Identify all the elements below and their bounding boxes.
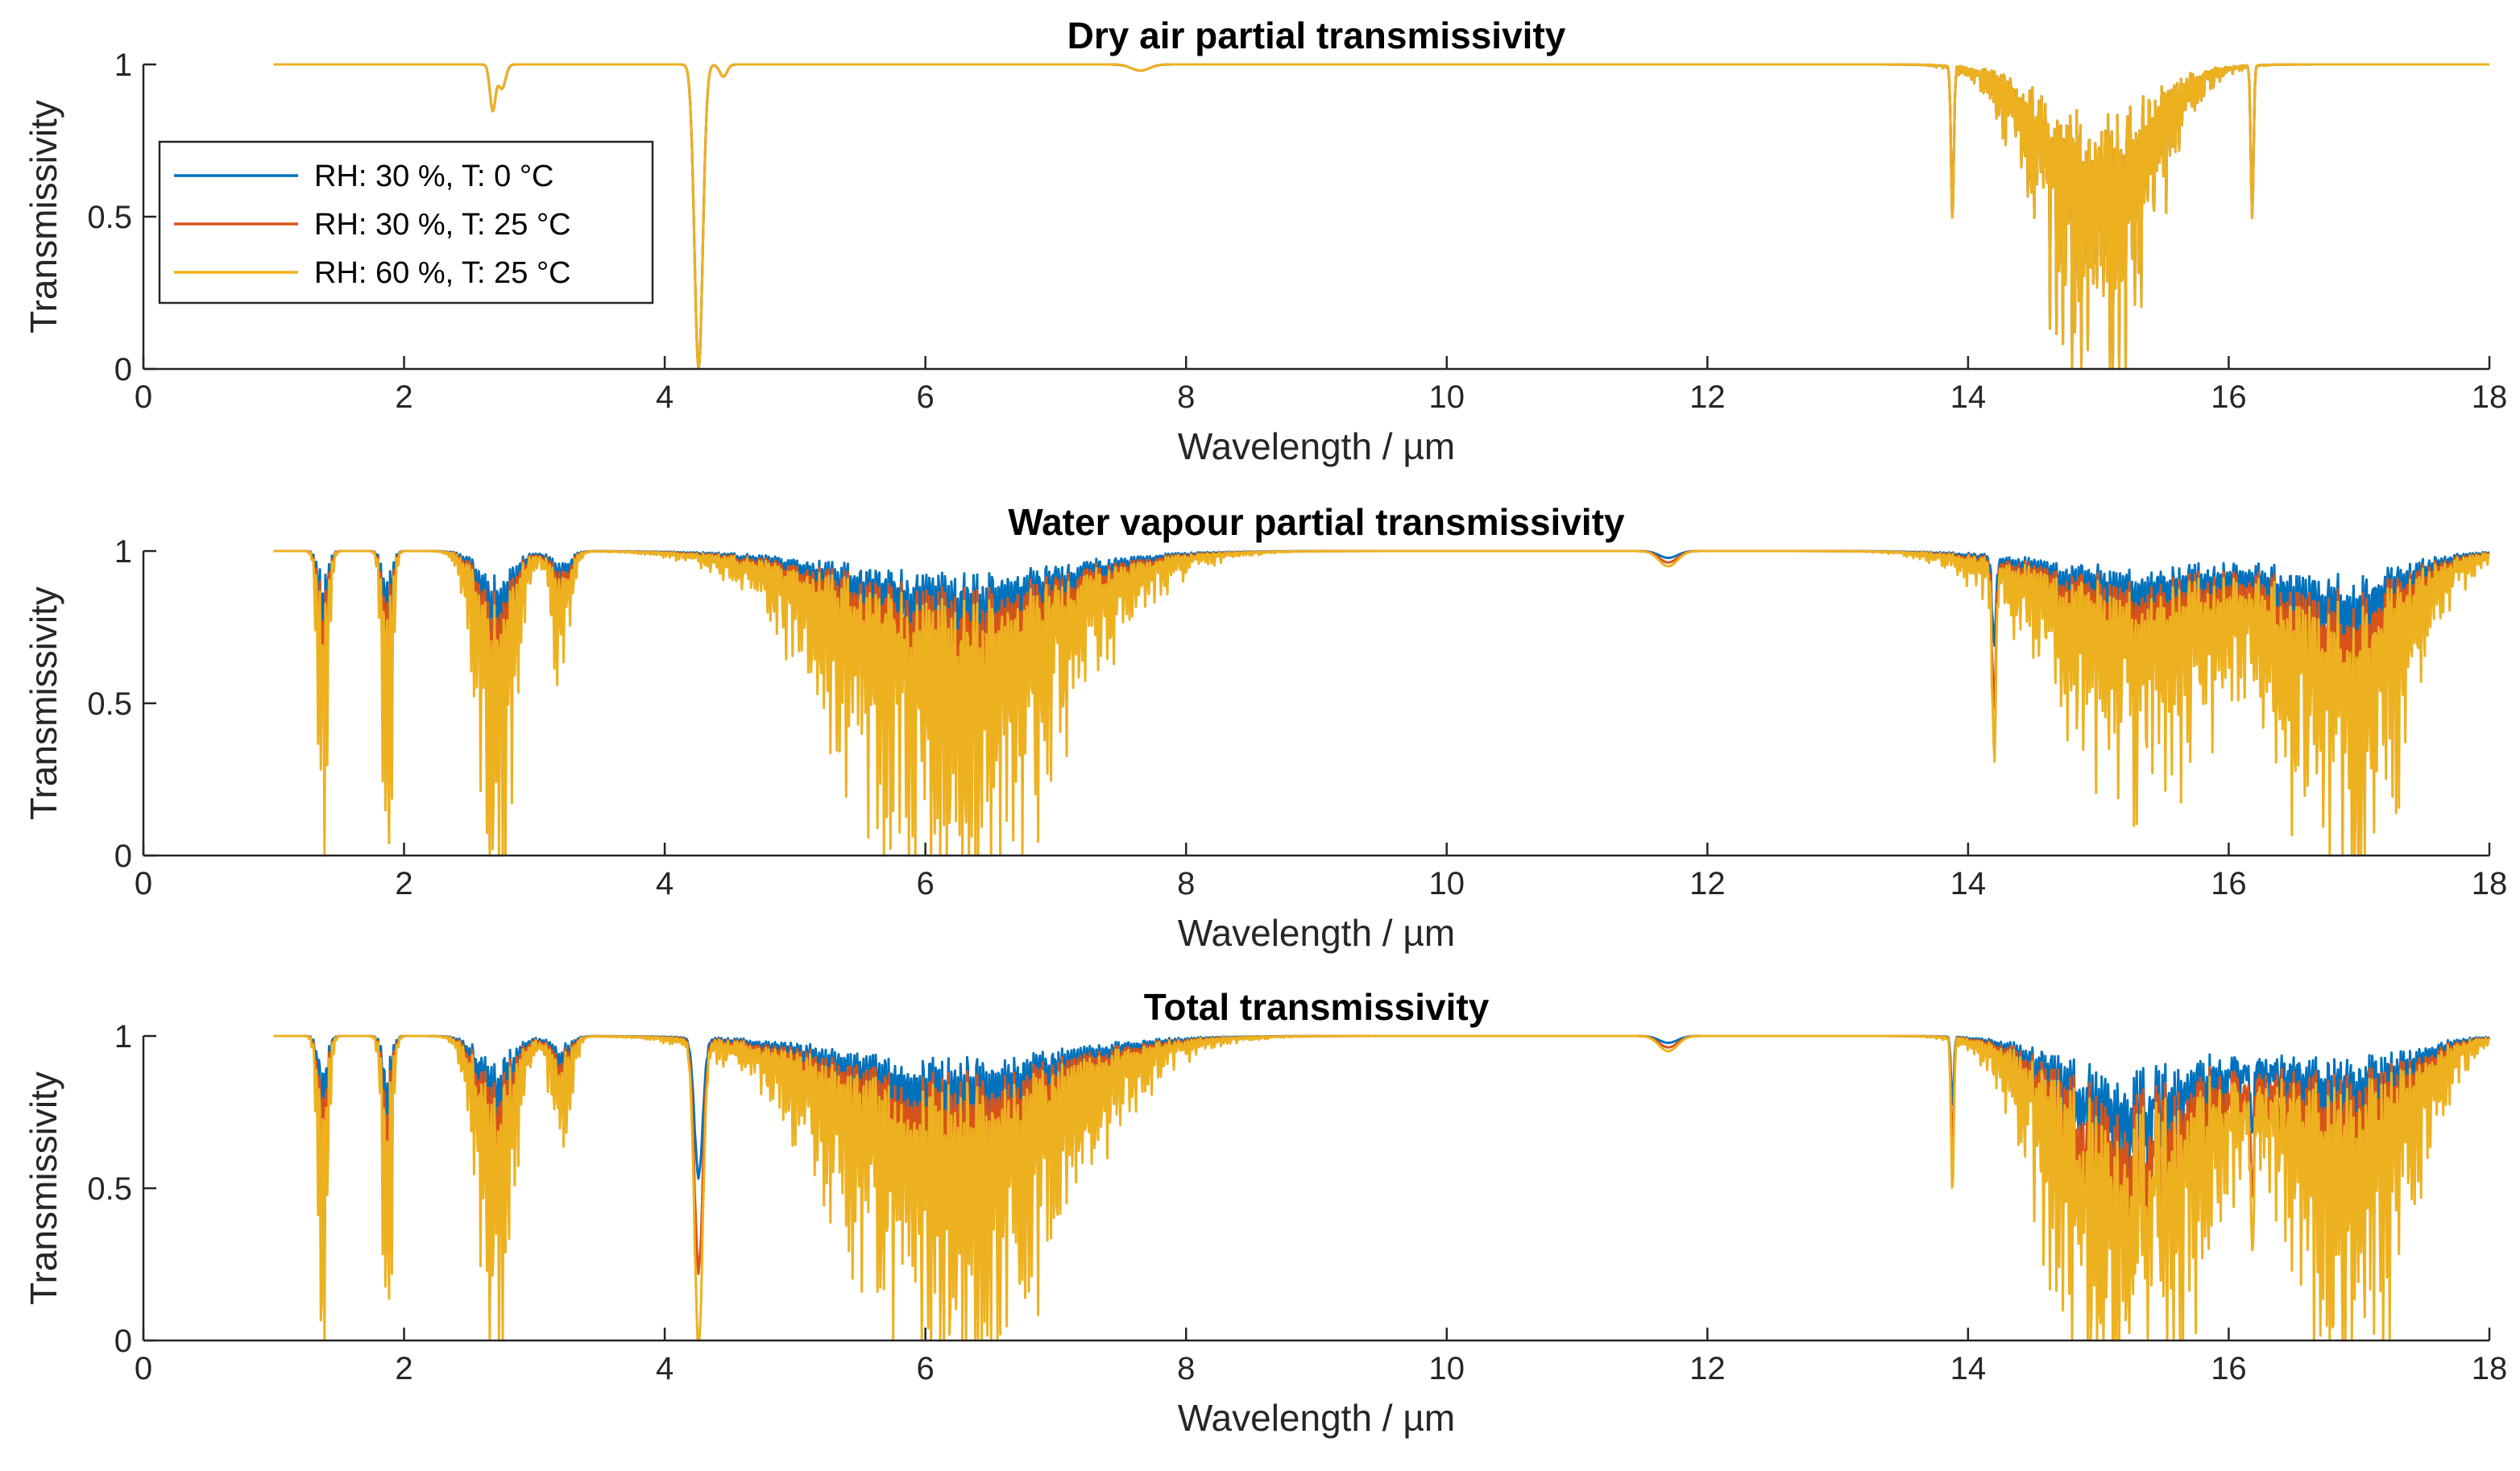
x-tick-label: 0 xyxy=(135,866,152,901)
x-axis-label: Wavelength / µm xyxy=(1178,425,1455,467)
x-tick-label: 18 xyxy=(2472,866,2508,901)
x-tick-label: 14 xyxy=(1950,866,1987,901)
legend-label: RH: 30 %, T: 0 °C xyxy=(314,160,554,193)
x-tick-label: 14 xyxy=(1950,379,1987,415)
x-tick-label: 6 xyxy=(917,379,935,415)
y-tick-label: 1 xyxy=(114,48,132,83)
x-tick-label: 4 xyxy=(656,1351,674,1386)
y-tick-label: 1 xyxy=(114,534,132,570)
x-tick-label: 4 xyxy=(656,379,674,415)
x-tick-label: 2 xyxy=(395,379,412,415)
y-tick-label: 0 xyxy=(114,1324,132,1359)
chart-panel-3: Total transmissivity 0 2 4 6 8 10 12 14 16 18 0 0.5 1… xyxy=(23,986,2507,1439)
x-tick-label: 8 xyxy=(1177,1351,1195,1386)
series-line-3 xyxy=(273,1034,2491,1342)
x-axis-label: Wavelength / µm xyxy=(1178,912,1455,954)
x-tick-label: 2 xyxy=(395,866,412,901)
x-tick-label: 4 xyxy=(656,866,674,901)
x-tick-label: 0 xyxy=(135,1351,152,1386)
y-axis-label: Transmissivity xyxy=(23,1071,64,1305)
x-tick-label: 16 xyxy=(2211,379,2247,415)
x-tick-label: 18 xyxy=(2472,1351,2508,1386)
y-tick-label: 0 xyxy=(114,839,132,874)
x-tick-label: 12 xyxy=(1689,866,1726,901)
x-tick-label: 0 xyxy=(135,379,152,415)
legend-box xyxy=(158,140,654,305)
x-tick-label: 14 xyxy=(1950,1351,1987,1386)
chart-title: Dry air partial transmissivity xyxy=(1067,15,1566,56)
x-tick-label: 2 xyxy=(395,1351,412,1386)
y-tick-label: 0.5 xyxy=(87,200,132,235)
x-axis-label: Wavelength / µm xyxy=(1178,1397,1455,1439)
y-tick-label: 0 xyxy=(114,352,132,387)
x-tick-label: 16 xyxy=(2211,1351,2247,1386)
x-tick-label: 8 xyxy=(1177,379,1195,415)
chart-panel-2: Water vapour partial transmissivity 0 2 4 6 8… xyxy=(23,501,2507,954)
x-tick-label: 10 xyxy=(1429,1351,1465,1386)
y-tick-label: 0.5 xyxy=(87,1171,132,1207)
x-tick-label: 12 xyxy=(1689,379,1726,415)
x-tick-label: 18 xyxy=(2472,379,2508,415)
chart-title: Water vapour partial transmissivity xyxy=(1008,501,1625,543)
y-tick-label: 0.5 xyxy=(87,686,132,722)
y-tick-label: 1 xyxy=(114,1019,132,1055)
series-line-3 xyxy=(273,63,2490,371)
y-axis-label: Transmissivity xyxy=(23,100,64,334)
series-line-3 xyxy=(273,549,2490,857)
x-tick-label: 10 xyxy=(1429,866,1465,901)
legend-label: RH: 60 %, T: 25 °C xyxy=(314,256,571,290)
x-tick-label: 12 xyxy=(1689,1351,1726,1386)
y-axis-label: Transmissivity xyxy=(23,586,64,820)
series-line-2 xyxy=(273,549,2490,852)
legend: RH: 30 %, T: 0 °C RH: 30 %, T: 25 °C RH: 6… xyxy=(158,140,654,305)
chart-title: Total transmissivity xyxy=(1144,986,1490,1028)
x-tick-label: 8 xyxy=(1177,866,1195,901)
x-tick-label: 6 xyxy=(917,866,935,901)
legend-label: RH: 30 %, T: 25 °C xyxy=(314,208,571,242)
x-tick-label: 16 xyxy=(2211,866,2247,901)
x-tick-label: 10 xyxy=(1429,379,1465,415)
x-tick-label: 6 xyxy=(917,1351,935,1386)
